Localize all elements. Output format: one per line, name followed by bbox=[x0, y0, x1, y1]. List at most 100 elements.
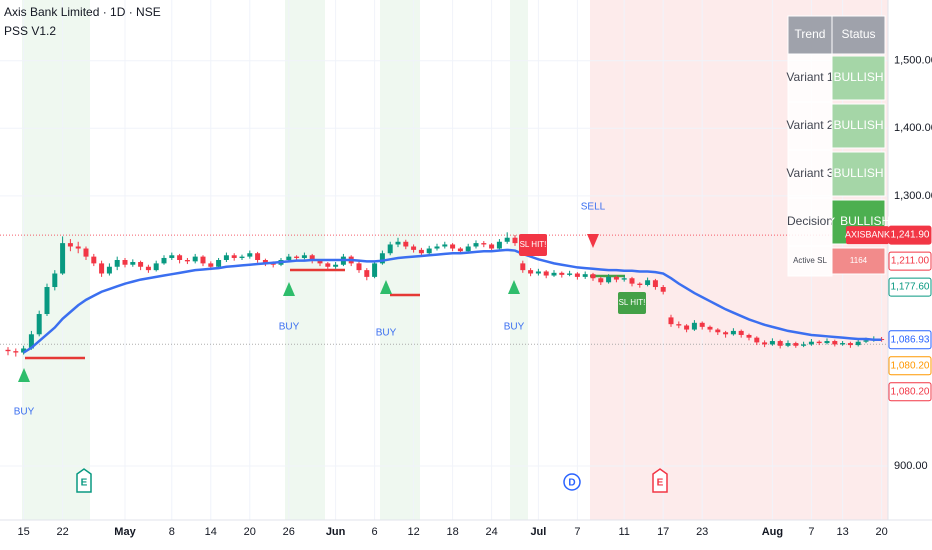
candle-body bbox=[434, 246, 440, 249]
candle-body bbox=[83, 248, 89, 257]
candle-body bbox=[598, 278, 604, 283]
price-label-box bbox=[888, 251, 932, 271]
buy-arrow bbox=[18, 368, 30, 382]
price-label-box bbox=[888, 330, 932, 350]
candle-body bbox=[442, 244, 448, 247]
candle-body bbox=[177, 255, 183, 260]
candle-body bbox=[333, 264, 339, 267]
event-marker bbox=[563, 473, 581, 491]
table-status-text: 1164 bbox=[850, 256, 868, 265]
x-tick-label: Jul bbox=[530, 526, 546, 538]
table-status-text: BULLISH bbox=[833, 166, 883, 180]
sl-hit-label: SL HIT! bbox=[520, 240, 547, 249]
x-tick-label: May bbox=[114, 526, 136, 538]
sl-hit-box bbox=[618, 292, 646, 314]
x-tick-label: 15 bbox=[17, 526, 29, 538]
candle-body bbox=[481, 243, 487, 245]
candle-body bbox=[138, 262, 144, 267]
candle-body bbox=[847, 343, 853, 346]
candle-body bbox=[855, 341, 861, 346]
symbol-tag-box bbox=[846, 226, 889, 245]
table-status-cell bbox=[831, 103, 886, 149]
candle-body bbox=[418, 249, 424, 254]
price-label-box bbox=[888, 356, 932, 376]
x-tick-label: 17 bbox=[657, 526, 669, 538]
table-status-cell bbox=[831, 247, 886, 275]
sell-arrow bbox=[587, 234, 599, 248]
candle-body bbox=[52, 273, 58, 288]
candle-body bbox=[489, 244, 495, 249]
symbol-tag: AXISBANK bbox=[845, 229, 890, 239]
table-cell bbox=[787, 197, 833, 247]
table-status-cell bbox=[831, 55, 886, 101]
candle-body bbox=[777, 341, 783, 346]
candle-body bbox=[528, 270, 534, 274]
candle-body bbox=[574, 273, 580, 277]
candle-body bbox=[824, 341, 830, 344]
candle-body bbox=[863, 340, 869, 342]
candle-body bbox=[36, 314, 42, 335]
candle-body bbox=[535, 271, 541, 274]
candle-body bbox=[582, 274, 588, 277]
candle-body bbox=[785, 343, 791, 346]
candle-body bbox=[5, 349, 11, 352]
candle-body bbox=[122, 260, 128, 265]
table-cell bbox=[787, 149, 833, 199]
y-tick-label: 900.00 bbox=[894, 460, 928, 472]
candle-body bbox=[645, 280, 651, 285]
candle-body bbox=[465, 246, 471, 252]
candle-body bbox=[559, 272, 565, 275]
price-label: 1,086.93 bbox=[891, 334, 930, 345]
candle-body bbox=[44, 287, 50, 315]
candle-body bbox=[808, 341, 814, 345]
candle-body bbox=[832, 341, 838, 345]
candle-body bbox=[793, 343, 799, 346]
table-row-label: Variant 2 bbox=[786, 118, 833, 132]
candle-body bbox=[161, 257, 167, 264]
candle-body bbox=[184, 260, 190, 262]
candle-body bbox=[652, 280, 658, 288]
table-row-label: Active SL bbox=[793, 256, 827, 265]
table-status-text: BULLISH bbox=[833, 70, 883, 84]
candle-body bbox=[457, 248, 463, 252]
candle-body bbox=[67, 243, 73, 247]
price-labels: 1,241.90 1,211.00 1,177.60 1,086.93 1,080.20… bbox=[845, 225, 932, 402]
candle-body bbox=[496, 241, 502, 249]
price-label-box bbox=[888, 382, 932, 402]
candle-body bbox=[676, 324, 682, 326]
x-tick-label: 7 bbox=[808, 526, 814, 538]
candle-body bbox=[169, 255, 175, 258]
table-cell bbox=[787, 101, 833, 151]
candle-body bbox=[730, 330, 736, 335]
candle-body bbox=[286, 256, 292, 260]
candle-body bbox=[684, 325, 690, 330]
x-tick-label: 8 bbox=[169, 526, 175, 538]
candle-body bbox=[75, 246, 81, 249]
candle-body bbox=[411, 246, 417, 250]
buy-arrow bbox=[283, 282, 295, 296]
event-label: E bbox=[81, 478, 88, 489]
price-label: 1,177.60 bbox=[891, 282, 930, 293]
candle-body bbox=[691, 322, 697, 330]
x-tick-label: 23 bbox=[696, 526, 708, 538]
sell-label: SELL bbox=[581, 202, 606, 213]
candle-body bbox=[130, 262, 136, 265]
candle-body bbox=[395, 241, 401, 245]
x-tick-label: 22 bbox=[56, 526, 68, 538]
candle-body bbox=[606, 276, 612, 283]
candle-body bbox=[668, 317, 674, 325]
candle-body bbox=[153, 263, 159, 271]
candle-body bbox=[192, 256, 198, 262]
x-tick-label: 24 bbox=[485, 526, 497, 538]
candle-body bbox=[91, 256, 97, 264]
candle-body bbox=[426, 248, 432, 254]
price-label: 1,241.90 bbox=[891, 230, 930, 241]
candle-body bbox=[629, 278, 635, 284]
x-tick-label: 7 bbox=[574, 526, 580, 538]
candle-body bbox=[364, 270, 370, 277]
candle-body bbox=[520, 263, 526, 271]
candle-body bbox=[247, 253, 253, 257]
table-cell bbox=[787, 245, 833, 277]
